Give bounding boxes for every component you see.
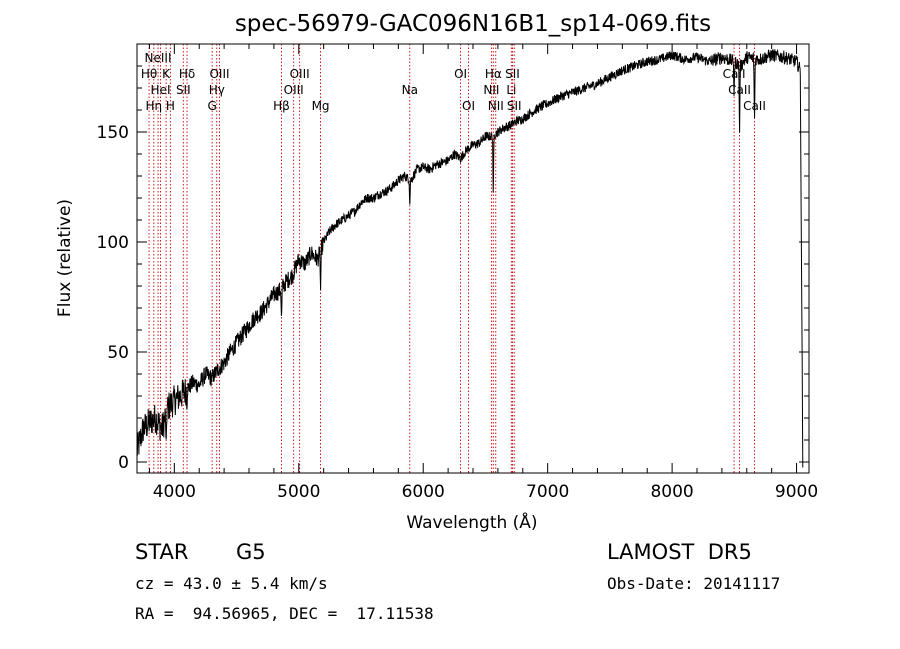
line-label: NeIII: [145, 51, 172, 65]
y-axis-label: Flux (relative): [55, 199, 75, 317]
line-label: OIII: [290, 67, 310, 81]
line-label: CaII: [723, 67, 746, 81]
line-label: Hγ: [209, 83, 225, 97]
x-tick-label: 6000: [402, 482, 445, 502]
line-labels: HθHηNeIIIHeIKHSIIHδGHγOIIIHβOIIIOIIIMgNa…: [141, 51, 766, 113]
x-tick-label: 4000: [153, 482, 196, 502]
emission-line-markers: [148, 44, 755, 473]
line-label: Hα: [485, 67, 502, 81]
line-label: CaII: [728, 83, 751, 97]
x-tick-label: 5000: [277, 482, 320, 502]
chart-title: spec-56979-GAC096N16B1_sp14-069.fits: [235, 11, 711, 37]
line-label: Mg: [312, 99, 330, 113]
x-axis-label: Wavelength (Å): [406, 511, 537, 533]
axes: 4000 5000 6000 7000 8000 9000 0 50 100 150: [97, 43, 818, 502]
subclass: G5: [236, 540, 266, 564]
line-label: SII: [176, 83, 191, 97]
observation-date: Obs-Date: 20141117: [607, 574, 781, 593]
line-label: NII: [488, 99, 504, 113]
line-label: SII: [505, 67, 520, 81]
line-label: OI: [454, 67, 467, 81]
spectrum-line: [136, 49, 804, 468]
line-label: H: [166, 99, 175, 113]
line-label: Hδ: [179, 67, 195, 81]
line-label: G: [208, 99, 217, 113]
line-label: CaII: [743, 99, 766, 113]
line-label: NII: [483, 83, 499, 97]
line-label: OI: [462, 99, 475, 113]
object-class: STAR: [135, 540, 189, 564]
line-label: K: [162, 67, 171, 81]
x-tick-label: 8000: [650, 482, 693, 502]
y-tick-label: 50: [107, 343, 129, 363]
line-label: OIII: [284, 83, 304, 97]
coordinates: RA = 94.56965, DEC = 17.11538: [135, 604, 434, 623]
line-label: Hη: [145, 99, 162, 113]
x-tick-label: 9000: [775, 482, 818, 502]
line-label: Na: [402, 83, 418, 97]
redshift-cz: cz = 43.0 ± 5.4 km/s: [135, 574, 328, 593]
line-label: Hβ: [273, 99, 290, 113]
line-label: Hθ: [141, 67, 157, 81]
line-label: HeI: [151, 83, 171, 97]
y-tick-label: 100: [97, 233, 129, 253]
y-tick-label: 0: [118, 453, 129, 473]
y-tick-label: 150: [97, 123, 129, 143]
x-tick-label: 7000: [526, 482, 569, 502]
spectrum-series: [136, 49, 804, 468]
line-label: OIII: [209, 67, 229, 81]
line-label: Li: [506, 83, 516, 97]
line-label: SII: [507, 99, 522, 113]
survey-name: LAMOST DR5: [607, 540, 752, 564]
